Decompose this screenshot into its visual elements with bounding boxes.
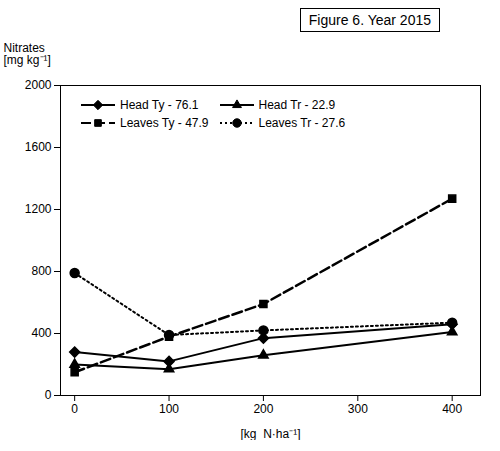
svg-text:0: 0 (45, 388, 52, 402)
html-text:Figure 6. Year 2015: Figure 6. Year 2015 (308, 12, 431, 28)
html-text:Head Ty - 76.1: Head Ty - 76.1 (120, 98, 199, 112)
svg-text:0: 0 (71, 402, 78, 416)
svg-text:400: 400 (31, 326, 51, 340)
svg-text:[kg N·ha⁻¹]: [kg N·ha⁻¹] (240, 427, 300, 441)
html-text:Head Tr - 22.9: Head Tr - 22.9 (258, 98, 336, 112)
html-text:Leaves Tr - 27.6: Leaves Tr - 27.6 (258, 116, 346, 130)
svg-text:Nitrates[mg kg⁻¹]: Nitrates[mg kg⁻¹] (4, 41, 51, 67)
svg-text:1200: 1200 (25, 202, 52, 216)
svg-text:1600: 1600 (25, 140, 52, 154)
svg-text:400: 400 (442, 402, 462, 416)
svg-text:300: 300 (348, 402, 368, 416)
svg-text:800: 800 (31, 264, 51, 278)
html-text:Leaves Ty - 47.9: Leaves Ty - 47.9 (120, 116, 209, 130)
svg-text:200: 200 (253, 402, 273, 416)
svg-text:2000: 2000 (25, 78, 52, 92)
svg-text:100: 100 (159, 402, 179, 416)
